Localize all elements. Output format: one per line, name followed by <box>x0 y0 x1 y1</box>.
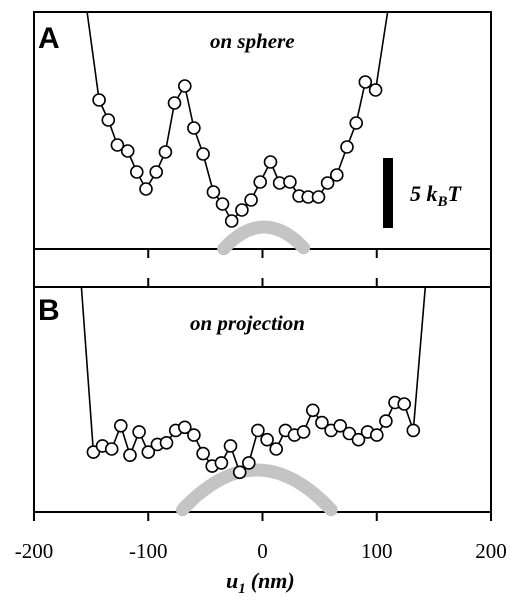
data-point <box>214 456 229 470</box>
x-axis-ticks <box>33 512 492 521</box>
data-point <box>178 420 192 435</box>
panel-b-fit-curve <box>176 463 338 517</box>
tick-strip <box>33 249 492 287</box>
panel-b-points <box>86 395 421 480</box>
panel-b-letter: B <box>38 294 60 327</box>
data-point <box>406 423 421 438</box>
scale-value: 5 <box>410 181 421 206</box>
data-point <box>342 426 357 441</box>
data-point <box>130 165 144 179</box>
data-point <box>311 190 326 204</box>
panel-a-points <box>92 75 383 228</box>
data-point <box>149 165 163 179</box>
data-point <box>141 445 156 459</box>
data-point <box>368 83 383 97</box>
x-axis-unit: (nm) <box>251 568 295 593</box>
data-point <box>260 432 274 447</box>
panel-a-scale-bar <box>383 158 393 228</box>
data-point <box>253 175 268 189</box>
panel-b: B on projection -200 -100 0 100 200 <box>15 286 507 563</box>
data-point <box>351 432 366 447</box>
data-point <box>358 75 373 89</box>
data-point <box>92 93 106 107</box>
data-point <box>305 403 320 418</box>
data-point <box>206 185 221 199</box>
data-point <box>187 428 201 442</box>
data-point <box>139 182 153 196</box>
data-point <box>232 465 247 480</box>
data-point <box>224 214 239 228</box>
data-point <box>379 414 393 428</box>
x-tick-label: -200 <box>15 539 54 563</box>
data-point <box>159 435 174 450</box>
x-axis-tick-labels: -200 -100 0 100 200 <box>15 539 507 563</box>
data-point <box>178 79 192 93</box>
data-point <box>242 456 256 470</box>
data-point <box>315 415 329 430</box>
panel-a-fit-curve <box>217 220 311 256</box>
data-point <box>132 425 146 439</box>
x-axis-label: u1 (nm) <box>226 568 295 597</box>
data-point <box>158 145 173 159</box>
data-point <box>333 418 348 433</box>
x-tick-label: 0 <box>257 539 268 563</box>
data-point <box>123 448 137 463</box>
data-point <box>329 168 344 182</box>
data-point <box>320 176 335 190</box>
data-point <box>263 155 278 169</box>
strip-ticks <box>147 249 378 287</box>
data-point <box>349 116 364 130</box>
panel-a-letter: A <box>38 22 60 55</box>
x-axis-symbol: u <box>226 568 238 593</box>
data-point <box>244 193 258 207</box>
x-tick-label: -100 <box>129 539 168 563</box>
panel-a: A on sphere 5 kBT <box>33 11 492 256</box>
data-point <box>110 138 125 152</box>
data-point <box>215 197 230 211</box>
x-axis-subscript: 1 <box>238 581 246 597</box>
data-point <box>86 445 101 459</box>
data-point <box>223 439 238 453</box>
data-point <box>283 175 297 189</box>
panel-b-title: on projection <box>190 311 305 335</box>
panel-a-title: on sphere <box>210 29 295 53</box>
data-point <box>251 423 265 438</box>
data-point <box>101 113 116 127</box>
data-point <box>196 147 210 161</box>
x-tick-label: 200 <box>475 539 507 563</box>
data-point <box>196 446 210 461</box>
data-point <box>269 442 284 456</box>
x-tick-label: 100 <box>361 539 393 563</box>
data-point <box>120 144 135 158</box>
scale-symbol: k <box>427 181 438 206</box>
data-point <box>369 428 384 442</box>
data-point <box>296 425 311 439</box>
data-point <box>187 121 201 135</box>
data-point <box>340 140 354 154</box>
data-point <box>397 397 412 411</box>
data-point <box>167 96 182 110</box>
scale-subscript: B <box>437 194 448 210</box>
data-point <box>114 418 128 433</box>
data-point <box>235 203 249 217</box>
scale-suffix: T <box>448 181 463 206</box>
panel-a-scale-label: 5 kBT <box>410 181 463 210</box>
data-point <box>104 442 119 456</box>
